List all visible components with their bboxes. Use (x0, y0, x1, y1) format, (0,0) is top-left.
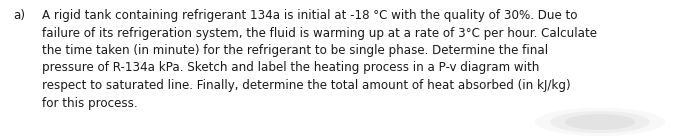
Text: a): a) (13, 9, 25, 22)
Ellipse shape (535, 108, 665, 136)
Ellipse shape (550, 111, 650, 133)
Ellipse shape (565, 114, 635, 130)
Text: A rigid tank containing refrigerant 134a is initial at -18 °C with the quality o: A rigid tank containing refrigerant 134a… (42, 9, 597, 109)
